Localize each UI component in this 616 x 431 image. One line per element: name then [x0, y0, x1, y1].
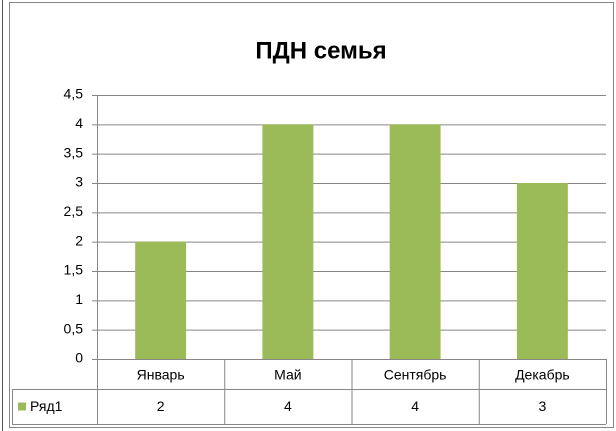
- table-value: 4: [411, 398, 419, 414]
- legend-swatch: [18, 402, 26, 411]
- chart-border: [9, 2, 614, 428]
- legend-label: Ряд1: [30, 398, 63, 414]
- y-tick-label: 1,5: [64, 262, 84, 278]
- y-tick-label: 2,5: [64, 203, 84, 219]
- y-tick-label: 3: [75, 174, 83, 190]
- y-tick-label: 4: [75, 115, 83, 131]
- x-tick-label: Январь: [137, 367, 185, 383]
- x-tick-label: Декабрь: [515, 367, 570, 383]
- table-value: 4: [284, 398, 292, 414]
- y-tick-label: 2: [75, 232, 83, 248]
- table-value: 2: [157, 398, 165, 414]
- y-tick-label: 3,5: [64, 144, 84, 160]
- y-tick-label: 1: [75, 291, 83, 307]
- bar: [135, 241, 187, 359]
- x-tick-label: Сентябрь: [384, 367, 447, 383]
- bar: [516, 183, 568, 359]
- x-tick-label: Май: [274, 367, 301, 383]
- y-tick-label: 4,5: [64, 86, 84, 102]
- y-tick-label: 0: [75, 350, 83, 366]
- chart-title: ПДН семья: [255, 37, 386, 64]
- y-tick-label: 0,5: [64, 320, 84, 336]
- bar: [389, 124, 441, 359]
- table-value: 3: [538, 398, 546, 414]
- bar: [262, 124, 314, 359]
